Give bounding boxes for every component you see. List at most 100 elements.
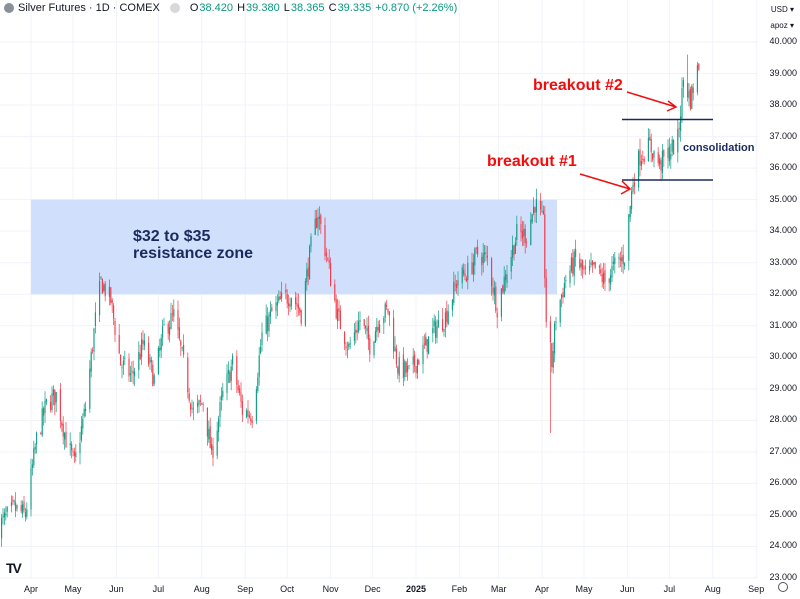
candle-body (169, 327, 171, 336)
candle-body (92, 350, 94, 352)
candle-body (600, 269, 602, 274)
candle-body (640, 160, 642, 166)
candle-body (173, 309, 175, 317)
candle-body (451, 299, 453, 311)
candle-body (150, 359, 152, 363)
candle-body (268, 314, 270, 332)
candle-body (436, 326, 438, 338)
candle-body (153, 375, 155, 384)
candle-body (412, 356, 414, 365)
candle-body (680, 116, 682, 131)
candle-body (314, 218, 316, 235)
candle-body (31, 464, 33, 469)
candle-body (265, 315, 267, 334)
candle-body (500, 288, 502, 317)
candle-body (267, 316, 269, 332)
candle-body (502, 285, 504, 292)
resistance-zone-label: $32 to $35 resistance zone (133, 228, 254, 262)
candle-body (62, 423, 64, 437)
candle-body (570, 257, 572, 271)
candle-body (101, 279, 103, 294)
candle-body (108, 286, 110, 297)
symbol-title[interactable]: Silver Futures · 1D · COMEX (18, 2, 160, 14)
candle-body (573, 251, 575, 276)
candle-body (124, 358, 126, 359)
candle-body (139, 353, 141, 360)
candle-body (475, 247, 477, 249)
candle-body (387, 308, 389, 313)
candle-body (13, 501, 15, 503)
tradingview-logo[interactable]: TV (6, 560, 22, 576)
candle-body (482, 253, 484, 264)
candle-body (659, 158, 661, 165)
candle-body (190, 403, 192, 410)
candle-body (90, 351, 92, 372)
candle-body (373, 341, 375, 356)
candle-body (437, 320, 439, 328)
candle-body (563, 283, 565, 298)
candle-body (149, 357, 151, 363)
candle-body (61, 422, 63, 426)
x-tick-label: Jul (663, 584, 676, 594)
candle-body (23, 501, 25, 511)
candle-body (55, 392, 57, 403)
candle-body (355, 329, 357, 334)
candle-body (442, 319, 444, 330)
resistance-zone (31, 199, 557, 295)
candle-body (93, 328, 95, 352)
candle-body (167, 323, 169, 334)
candle-body (16, 505, 18, 509)
candle-body (575, 248, 577, 258)
candle-body (24, 511, 26, 518)
candle-body (45, 398, 47, 403)
candle-body (671, 139, 673, 152)
candle-body (180, 340, 182, 346)
candle-body (281, 292, 283, 299)
candle-body (506, 274, 508, 284)
collapse-icon[interactable] (169, 3, 180, 13)
candle-body (692, 87, 694, 94)
candle-body (41, 408, 43, 436)
x-tick-label: May (64, 584, 82, 594)
candle-body (248, 415, 250, 418)
candle-body (104, 283, 106, 297)
candle-body (677, 129, 679, 153)
close-value: 39.335 (337, 2, 372, 14)
candle-body (481, 256, 483, 266)
candle-body (286, 294, 288, 304)
candle-body (330, 263, 332, 287)
candle-body (71, 443, 73, 451)
candle-body (696, 64, 698, 93)
candle-body (650, 138, 652, 153)
candle-body (514, 242, 516, 254)
candle-body (192, 408, 194, 410)
unit-select[interactable]: apoz ▾ (767, 20, 797, 31)
y-tick-label: 29.000 (769, 382, 797, 393)
candle-body (1, 517, 3, 539)
candle-body (183, 344, 185, 355)
candle-body (289, 304, 291, 308)
candle-body (495, 286, 497, 312)
candle-body (614, 257, 616, 264)
candle-body (629, 206, 631, 218)
low-label: L (283, 2, 290, 14)
candle-body (325, 252, 327, 257)
candle-body (353, 332, 355, 341)
x-tick-label: Apr (534, 584, 550, 594)
candle-body (363, 319, 365, 327)
candle-body (471, 262, 473, 274)
currency-select[interactable]: USD ▾ (767, 4, 797, 15)
candle-body (229, 371, 231, 383)
candle-body (99, 280, 101, 316)
x-tick-label: Apr (23, 584, 39, 594)
candle-body (344, 331, 346, 345)
candle-body (612, 261, 614, 264)
consolidation-label: consolidation (683, 142, 755, 154)
candle-body (197, 402, 199, 407)
y-tick-label: 37.000 (769, 130, 797, 141)
settings-gear-icon[interactable] (778, 582, 788, 592)
candle-body (232, 355, 234, 365)
candle-body (486, 255, 488, 258)
high-label: H (237, 2, 246, 14)
